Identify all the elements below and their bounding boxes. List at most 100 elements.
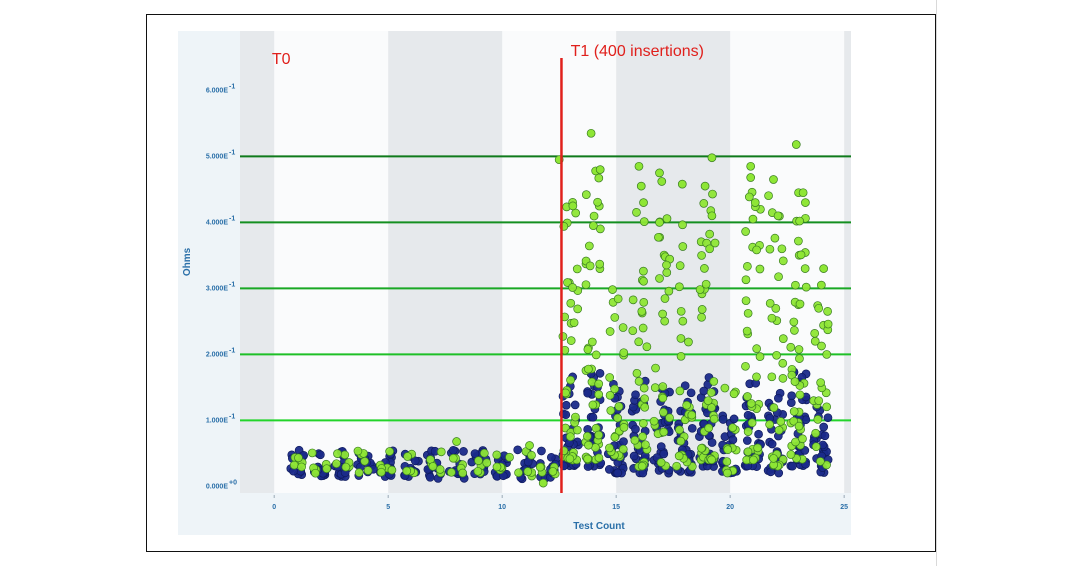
data-point — [584, 440, 593, 450]
data-point — [778, 334, 788, 343]
data-point — [778, 358, 788, 368]
data-point — [572, 264, 582, 274]
data-point — [595, 165, 605, 174]
data-point — [704, 423, 714, 433]
data-point — [823, 413, 833, 423]
data-point — [675, 386, 685, 396]
data-point — [718, 415, 728, 424]
data-point — [774, 272, 783, 282]
background-band — [844, 31, 851, 493]
data-point — [752, 245, 761, 255]
data-point — [687, 423, 697, 433]
data-point — [796, 250, 806, 260]
data-point — [722, 457, 732, 466]
data-point — [505, 452, 514, 462]
data-point — [639, 198, 648, 207]
data-point — [659, 427, 669, 437]
data-point — [634, 337, 644, 347]
data-point — [583, 454, 592, 464]
y-tick-label: 2.000E — [206, 351, 229, 358]
data-point — [729, 389, 739, 399]
data-point — [754, 429, 763, 439]
data-point — [566, 298, 576, 308]
data-point — [741, 275, 751, 285]
data-point — [640, 394, 649, 404]
data-point — [769, 454, 778, 463]
data-point — [568, 283, 577, 292]
data-point — [755, 352, 765, 361]
data-point — [340, 450, 350, 460]
data-point — [573, 304, 583, 314]
data-point — [632, 208, 641, 217]
data-point — [794, 345, 804, 354]
data-point — [566, 432, 575, 442]
data-point — [538, 478, 548, 488]
y-tick-exponent: -1 — [229, 83, 235, 90]
data-point — [561, 410, 571, 420]
data-point — [410, 456, 420, 466]
data-point — [677, 179, 687, 189]
data-point — [618, 444, 628, 454]
data-point — [658, 309, 667, 319]
data-point — [749, 455, 758, 465]
data-point — [765, 298, 775, 308]
marker-label-t1: T1 (400 insertions) — [571, 43, 704, 60]
data-point — [801, 282, 811, 292]
data-point — [817, 280, 826, 290]
data-point — [823, 319, 833, 329]
data-point — [720, 383, 730, 393]
data-point — [729, 414, 739, 424]
data-point — [656, 442, 666, 451]
data-point — [743, 410, 753, 420]
data-point — [703, 396, 713, 406]
data-point — [595, 224, 605, 234]
data-point — [297, 462, 306, 472]
data-point — [810, 329, 820, 338]
x-tick-label: 25 — [840, 504, 848, 511]
marker-label-t0: T0 — [272, 51, 291, 68]
data-point — [773, 211, 783, 221]
data-point — [640, 402, 650, 412]
data-point — [772, 350, 781, 360]
data-point — [798, 188, 808, 198]
data-point — [723, 445, 733, 454]
data-point — [458, 468, 468, 478]
y-tick-exponent: +0 — [229, 479, 237, 486]
data-point — [435, 465, 445, 474]
data-point — [765, 420, 774, 429]
data-point — [447, 467, 456, 477]
data-point — [752, 344, 762, 353]
data-point — [697, 443, 706, 453]
data-point — [747, 418, 757, 428]
data-point — [610, 313, 620, 322]
data-point — [743, 308, 753, 318]
data-point — [801, 198, 810, 207]
data-point — [752, 372, 761, 382]
data-point — [614, 402, 624, 411]
data-point — [402, 466, 412, 476]
page-divider — [936, 0, 937, 566]
data-point — [656, 458, 666, 467]
data-point — [814, 303, 824, 313]
data-point — [594, 430, 604, 440]
data-point — [637, 307, 647, 316]
data-point — [676, 351, 686, 361]
data-point — [628, 326, 638, 336]
data-point — [548, 467, 558, 476]
data-point — [659, 449, 669, 459]
data-point — [662, 214, 672, 223]
x-axis-label: Test Count — [573, 521, 625, 532]
data-point — [658, 382, 668, 391]
data-point — [800, 264, 810, 273]
data-point — [820, 431, 830, 441]
data-point — [307, 448, 317, 458]
x-tick-label: 20 — [726, 504, 734, 511]
data-point — [705, 229, 715, 239]
data-point — [817, 341, 826, 351]
data-point — [546, 452, 556, 462]
data-point — [605, 443, 614, 453]
data-point — [473, 466, 483, 476]
y-tick-label: 0.000E — [206, 483, 229, 490]
data-point — [773, 393, 783, 403]
data-point — [630, 435, 640, 445]
